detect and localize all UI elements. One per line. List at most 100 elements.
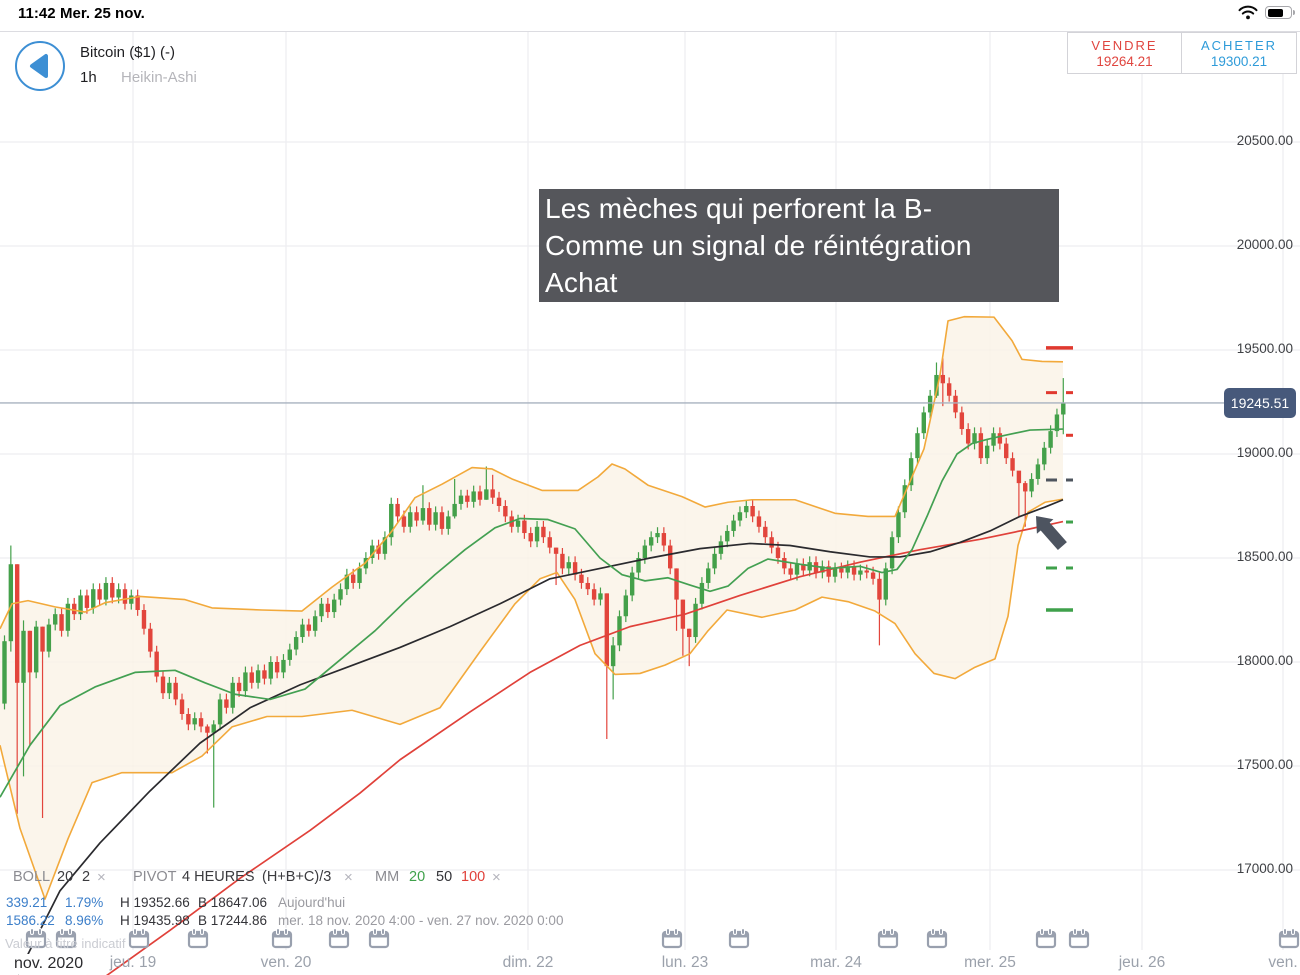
candle [376,539,381,560]
note-line: Achat [545,267,618,298]
pivot-remove-icon[interactable]: × [344,869,353,886]
candle [744,500,749,519]
candle [788,562,793,581]
candle [59,608,64,637]
chart-type-selector[interactable]: Heikin-Ashi [121,69,197,86]
time-tick-label: jeu. 26 [1118,954,1166,971]
candle [1016,470,1022,517]
candle [167,676,172,700]
candle [97,583,102,606]
candle [148,622,153,658]
candle [452,478,457,519]
time-tick-label: nov. 2020 [5,954,93,974]
candle [338,583,343,606]
annotation-note: Les mèches qui perforent la B- Comme un … [539,189,1059,302]
candle [490,474,495,504]
series-mm20 [0,428,1064,798]
timeframe-selector[interactable]: 1h [80,69,97,86]
candle [585,577,590,596]
candle [515,514,521,533]
boll-param-2: 2 [82,869,91,885]
calendar-event-icon[interactable] [1068,928,1090,954]
pivot-indicator-label[interactable]: PIVOT [133,869,177,885]
calendar-event-icon[interactable] [926,928,948,954]
candle [154,645,159,683]
pivot-low-period: B 17244.86 [198,913,268,928]
calendar-event-icon[interactable] [25,928,47,954]
price-tick-label: 17000.00 [1236,861,1293,876]
candle [731,514,736,537]
battery-icon [1265,6,1295,19]
instrument-title[interactable]: Bitcoin ($1) (-) [80,44,176,61]
back-button[interactable] [15,41,65,91]
candle [1029,473,1034,498]
candle [940,358,946,407]
mm-indicator-label[interactable]: MM [375,869,400,885]
candle [420,485,426,525]
calendar-event-icon[interactable] [728,928,750,954]
boll-indicator-label[interactable]: BOLL [13,869,51,885]
clock: 11:42 [18,5,56,22]
candle [674,568,679,631]
mm-remove-icon[interactable]: × [492,869,501,886]
candle [236,676,242,697]
calendar-event-icon[interactable] [368,928,390,954]
candle [547,531,552,554]
candle [325,597,331,618]
calendar-event-icon[interactable] [187,928,209,954]
candle [230,676,235,714]
candle [826,560,831,583]
candle [40,626,45,818]
calendar-event-icon[interactable] [55,928,77,954]
calendar-event-icon[interactable] [661,928,683,954]
candle [179,693,185,720]
calendar-event-icon[interactable] [1035,928,1057,954]
candle [750,500,755,523]
mm-param-50: 50 [436,869,453,885]
candle [2,635,7,710]
calendar-event-icon[interactable] [271,928,293,954]
mm-param-20: 20 [409,869,426,885]
candle [864,564,869,579]
candle [756,510,762,533]
pivot-param-1: 4 HEURES [182,869,255,885]
candle [211,720,216,808]
buy-button[interactable]: ACHETER 19300.21 [1182,32,1297,74]
candle [560,548,565,575]
candle [8,545,14,652]
price-tick-label: 17500.00 [1236,757,1293,772]
sell-button[interactable]: VENDRE 19264.21 [1067,32,1182,74]
candle [103,577,109,606]
calendar-event-icon[interactable] [1278,928,1300,954]
candle [319,597,324,623]
candle [820,560,825,579]
calendar-event-icon[interactable] [128,928,150,954]
indicator-values-row-2: 1586.22 8.96% H 19435.98 B 17244.86 mer.… [0,913,700,929]
candle [1054,408,1060,437]
calendar-event-icon[interactable] [328,928,350,954]
candle [287,643,292,666]
candle [553,547,559,586]
candle [946,377,952,402]
pivot-period-range: mer. 18 nov. 2020 4:00 - ven. 27 nov. 20… [278,913,564,928]
candle [591,583,597,606]
boll-remove-icon[interactable]: × [97,869,106,886]
candle [477,485,483,506]
grid-vertical [132,31,1284,950]
pivot-period-today: Aujourd'hui [278,895,346,910]
indicative-value-disclaimer: Valeur à titre indicatif [5,936,126,951]
current-price-badge: 19245.51 [1224,388,1296,418]
candle [718,535,724,560]
candle [496,491,502,512]
candle [636,552,641,579]
candle [534,520,540,548]
candle [769,531,774,554]
candle [965,423,971,450]
candle [427,502,432,531]
candle [985,439,990,464]
note-line: Les mèches qui perforent la B- [545,193,933,224]
candle [205,724,210,754]
calendar-event-icon[interactable] [877,928,899,954]
